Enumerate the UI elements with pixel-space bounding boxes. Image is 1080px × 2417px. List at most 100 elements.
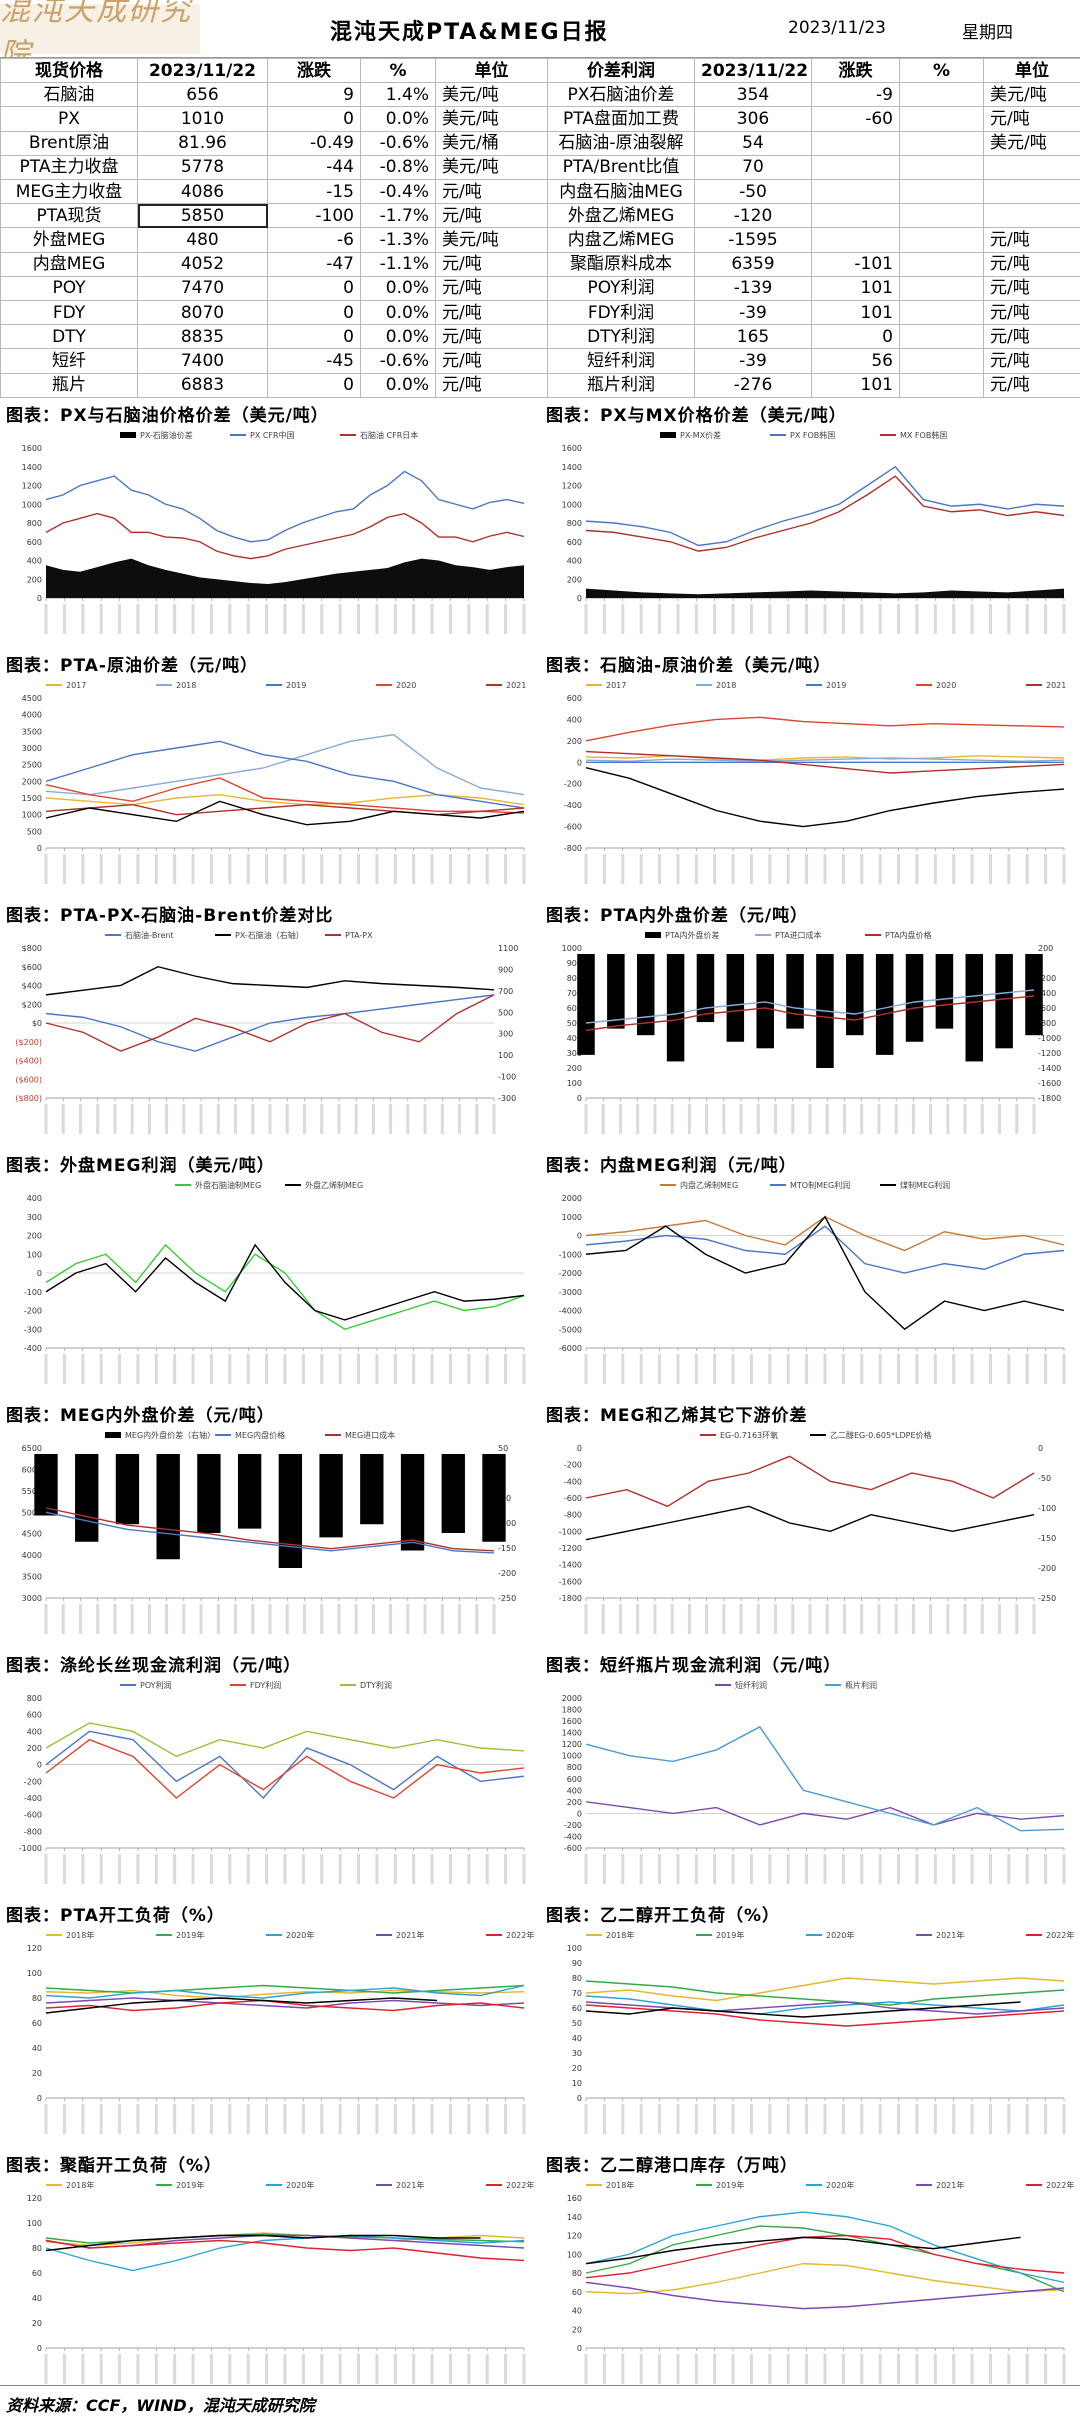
x-tick-label <box>805 2104 809 2134</box>
x-tick-label <box>911 1104 915 1134</box>
x-tick-label <box>1044 1854 1048 1884</box>
legend-item: 2018年 <box>586 2180 634 2190</box>
series-line <box>45 2239 525 2262</box>
chart-2: 2017201820192020202120220500100015002000… <box>22 681 526 884</box>
table-cell: 0 <box>267 324 361 350</box>
x-tick-label <box>430 2354 434 2384</box>
x-tick-label <box>130 1604 134 1634</box>
x-tick-label <box>99 1354 103 1384</box>
series-line <box>585 1225 1065 1274</box>
x-tick-label <box>823 854 827 884</box>
chart-title: 图表：PX与MX价格价差（美元/吨） <box>546 406 847 426</box>
table-cell: DTY <box>0 324 138 350</box>
table-cell: 7400 <box>137 348 268 374</box>
legend-item: PX-石脑油价差 <box>120 430 193 440</box>
table-cell: -44 <box>267 154 361 181</box>
y2-tick-label: -100 <box>498 1073 516 1082</box>
x-tick-label <box>694 2104 698 2134</box>
x-tick-label <box>412 2354 416 2384</box>
table-cell: 瓶片利润 <box>547 372 695 399</box>
y2-tick-label: -800 <box>1038 1019 1056 1028</box>
x-tick-label <box>653 1604 657 1634</box>
table-cell: 元/吨 <box>983 106 1080 132</box>
x-tick-label <box>894 1104 898 1134</box>
x-tick-label <box>285 1604 289 1634</box>
x-tick-label <box>154 1354 158 1384</box>
legend-label: 2022年 <box>506 1930 534 1940</box>
table-cell: 美元/吨 <box>435 82 548 108</box>
x-tick-label <box>933 2104 937 2134</box>
x-tick-label <box>265 1354 269 1384</box>
legend-label: PX-石脑油价差 <box>140 430 193 440</box>
x-tick-label <box>485 1854 489 1884</box>
series-line <box>585 2001 1065 2015</box>
table-cell <box>983 179 1080 205</box>
table-row: 石脑油 656 9 1.4% 美元/吨 PX石脑油价差 354 -9 美元/吨 <box>0 82 1080 108</box>
table-row: DTY 8835 0 0.0% 元/吨 DTY利润 165 0 元/吨 <box>0 324 1080 350</box>
table-cell: 8835 <box>137 324 268 350</box>
x-tick-label <box>182 1604 186 1634</box>
table-cell: 6883 <box>137 372 268 399</box>
x-tick-label <box>676 1354 680 1384</box>
x-tick-label <box>897 1354 901 1384</box>
x-tick-label <box>731 1354 735 1384</box>
x-tick-label <box>584 1104 588 1134</box>
x-tick-label <box>823 1354 827 1384</box>
chart-title: 图表：MEG内外盘价差（元/吨） <box>6 1406 275 1426</box>
x-tick-label <box>786 1354 790 1384</box>
y-tick-label: 600 <box>567 1004 582 1013</box>
x-tick-label <box>952 1354 956 1384</box>
legend-label: 石脑油 CFR日本 <box>360 430 418 440</box>
series-line <box>585 995 1035 1032</box>
x-tick-label <box>636 1104 640 1134</box>
y-tick-label: 800 <box>27 519 42 528</box>
x-tick-label <box>485 1354 489 1384</box>
x-tick-label <box>756 1604 760 1634</box>
table-cell: -0.8% <box>360 154 436 181</box>
legend-item: 煤制MEG利润 <box>880 1180 950 1190</box>
y2-tick-label: -100 <box>1038 1504 1056 1513</box>
table-cell: -9 <box>811 82 900 108</box>
x-tick-label <box>320 1604 324 1634</box>
x-tick-label <box>1015 1104 1019 1134</box>
x-tick-label <box>808 1604 812 1634</box>
legend-label: 2018年 <box>66 2180 94 2190</box>
table-cell: -47 <box>267 251 361 277</box>
y-tick-label: 200 <box>27 1744 42 1753</box>
x-tick-label <box>639 1854 643 1884</box>
table-cell: 0 <box>811 324 900 350</box>
x-tick-label <box>749 2104 753 2134</box>
x-tick-label <box>823 2354 827 2384</box>
legend-label: 2022年 <box>1046 2180 1074 2190</box>
legend-item: PX-石脑油（右轴） <box>215 930 304 940</box>
chart-7: 内盘乙烯制MEG MTO制MEG利润 煤制MEG利润 -6000 -5000 -4000 -… <box>559 1180 1066 1384</box>
y-tick-label: -1200 <box>559 1544 582 1553</box>
table-cell: 8070 <box>137 300 268 326</box>
x-tick-label <box>713 1854 717 1884</box>
table-cell: 元/吨 <box>983 348 1080 374</box>
x-tick-label <box>522 2354 526 2384</box>
x-tick-label <box>584 1604 588 1634</box>
y-tick-label: 300 <box>27 1213 42 1222</box>
x-tick-label <box>988 604 992 634</box>
x-tick-label <box>62 1354 66 1384</box>
x-tick-label <box>739 1604 743 1634</box>
price-table: 现货价格 2023/11/22 涨跌% 单位 价差利润 2023/11/22 涨跌% 单位 石脑… <box>0 57 1080 399</box>
legend-item: PTA内盘价格 <box>865 930 932 940</box>
y-tick-label: 200 <box>567 575 582 584</box>
table-cell: PTA现货 <box>0 203 138 229</box>
legend-label: 2017 <box>66 681 86 690</box>
x-tick-label <box>44 2104 48 2134</box>
table-cell: 656 <box>137 82 268 108</box>
chart-title: 图表：PTA内外盘价差（元/吨） <box>546 906 809 926</box>
x-tick-label <box>492 1604 496 1634</box>
x-tick-label <box>731 2104 735 2134</box>
legend-label: PX-石脑油（右轴） <box>235 930 304 940</box>
x-tick-label <box>338 854 342 884</box>
x-tick-label <box>731 2354 735 2384</box>
x-tick-label <box>492 1104 496 1134</box>
table-cell <box>899 154 984 181</box>
y-tick-label: 1000 <box>22 500 42 509</box>
x-tick-label <box>62 2104 66 2134</box>
table-cell: -276 <box>694 372 812 399</box>
